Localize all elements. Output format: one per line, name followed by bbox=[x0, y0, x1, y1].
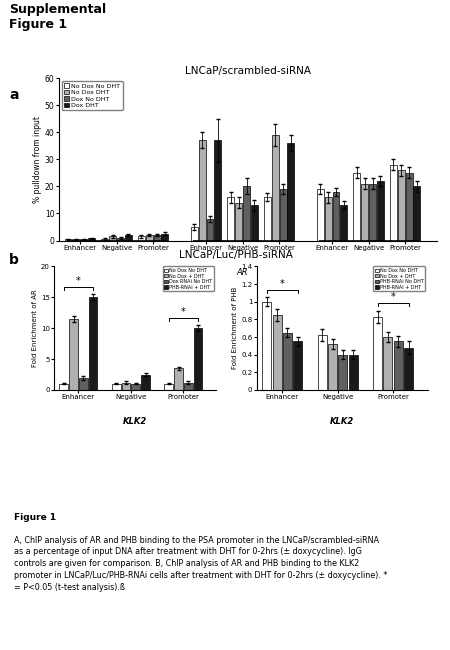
Bar bbox=[59, 384, 68, 390]
Text: A, ChIP analysis of AR and PHB binding to the PSA promoter in the LNCaP/scramble: A, ChIP analysis of AR and PHB binding t… bbox=[14, 536, 387, 592]
Bar bbox=[138, 237, 145, 240]
Title: LNCaP/scrambled-siRNA: LNCaP/scrambled-siRNA bbox=[184, 66, 310, 76]
Bar bbox=[194, 328, 202, 390]
Bar bbox=[141, 374, 150, 390]
Bar bbox=[338, 355, 347, 390]
Y-axis label: Fold Enrichment of PHB: Fold Enrichment of PHB bbox=[232, 287, 239, 369]
Bar bbox=[325, 197, 332, 240]
Text: Supplemental
Figure 1: Supplemental Figure 1 bbox=[9, 3, 106, 31]
Bar bbox=[279, 189, 287, 240]
Bar bbox=[191, 227, 198, 240]
Bar bbox=[377, 181, 384, 240]
Bar bbox=[272, 135, 279, 240]
Bar bbox=[174, 369, 183, 390]
Legend: No Dox No DHT, No Dox + DHT, PHB-RNAi No DHT, PHB-RNAi + DHT: No Dox No DHT, No Dox + DHT, PHB-RNAi No… bbox=[374, 266, 425, 291]
Text: IgG: IgG bbox=[109, 268, 124, 277]
Text: *: * bbox=[181, 307, 186, 317]
Text: b: b bbox=[9, 254, 19, 268]
Bar bbox=[333, 192, 339, 240]
Bar bbox=[353, 173, 360, 240]
Y-axis label: % pulldown from input: % pulldown from input bbox=[33, 116, 42, 203]
Text: *: * bbox=[280, 279, 284, 289]
Text: AR: AR bbox=[237, 268, 248, 277]
Bar bbox=[109, 237, 116, 240]
Bar bbox=[101, 239, 108, 240]
Bar bbox=[318, 335, 327, 390]
Bar bbox=[153, 235, 161, 240]
Bar bbox=[405, 173, 413, 240]
Bar bbox=[125, 235, 132, 240]
Text: KLK2: KLK2 bbox=[330, 417, 354, 426]
Bar bbox=[262, 302, 271, 390]
Bar bbox=[184, 383, 193, 390]
Bar bbox=[214, 140, 221, 240]
Bar bbox=[251, 205, 258, 240]
Bar bbox=[361, 183, 368, 240]
Bar bbox=[293, 341, 302, 390]
Text: PHB: PHB bbox=[360, 268, 377, 277]
Legend: No Dox No DHT, No Dox DHT, Dox No DHT, Dox DHT: No Dox No DHT, No Dox DHT, Dox No DHT, D… bbox=[62, 81, 122, 110]
Bar bbox=[243, 187, 250, 240]
Bar bbox=[69, 319, 78, 390]
Y-axis label: Fold Enrichment of AR: Fold Enrichment of AR bbox=[32, 289, 38, 367]
Bar bbox=[89, 297, 97, 390]
Bar bbox=[122, 383, 130, 390]
Bar bbox=[369, 183, 376, 240]
Bar bbox=[283, 333, 292, 390]
Text: *: * bbox=[391, 292, 396, 302]
Bar bbox=[383, 337, 392, 390]
Text: LNCaP/Luc/PHB-siRNA: LNCaP/Luc/PHB-siRNA bbox=[179, 250, 293, 260]
Bar bbox=[317, 189, 324, 240]
Bar bbox=[88, 239, 95, 240]
Bar bbox=[112, 384, 121, 390]
Text: KLK2: KLK2 bbox=[123, 417, 147, 426]
Text: Figure 1: Figure 1 bbox=[14, 514, 56, 523]
Bar bbox=[235, 203, 242, 240]
Bar bbox=[65, 239, 72, 240]
Bar bbox=[79, 378, 88, 390]
Bar bbox=[328, 344, 337, 390]
Text: *: * bbox=[76, 276, 81, 286]
Bar bbox=[398, 170, 405, 240]
Bar bbox=[131, 384, 140, 390]
Bar bbox=[81, 239, 87, 240]
Bar bbox=[264, 197, 271, 240]
Bar bbox=[340, 205, 347, 240]
Bar bbox=[394, 341, 403, 390]
Bar bbox=[164, 384, 173, 390]
Bar bbox=[404, 348, 413, 390]
Bar bbox=[349, 355, 358, 390]
Bar bbox=[146, 235, 153, 240]
Text: a: a bbox=[9, 88, 18, 102]
Legend: No Dox No DHT, No Dox + DHT, Dox RNAi No DHT, PHB-RNAi + DHT: No Dox No DHT, No Dox + DHT, Dox RNAi No… bbox=[162, 266, 214, 291]
Bar bbox=[288, 143, 294, 240]
Bar bbox=[199, 140, 206, 240]
Bar bbox=[73, 239, 80, 240]
Bar bbox=[414, 187, 420, 240]
Bar bbox=[390, 164, 397, 240]
Bar bbox=[162, 234, 168, 240]
Bar bbox=[373, 317, 382, 390]
Bar bbox=[117, 238, 124, 240]
Bar bbox=[207, 219, 213, 240]
Bar bbox=[273, 315, 282, 390]
Bar bbox=[227, 197, 234, 240]
